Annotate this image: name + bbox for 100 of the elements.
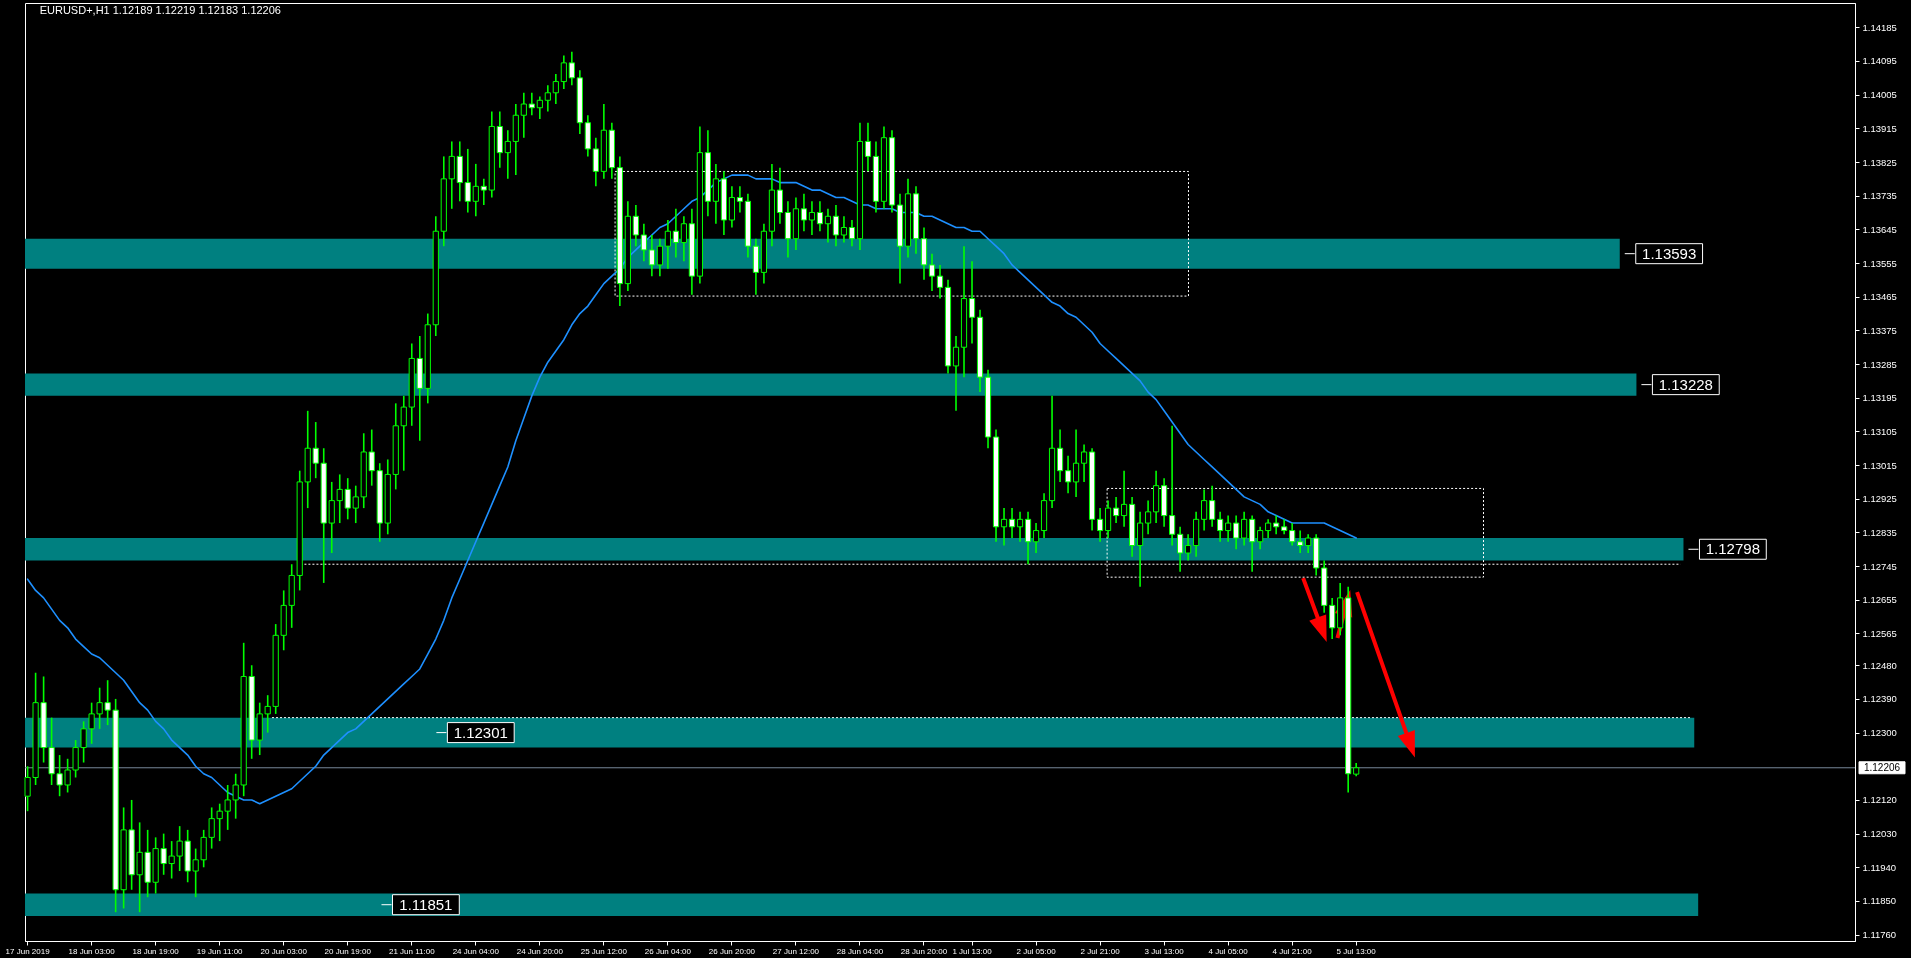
x-tick-label: 5 Jul 13:00 bbox=[1336, 946, 1377, 956]
candlestick bbox=[1000, 507, 1008, 547]
candlestick bbox=[1032, 522, 1040, 554]
y-tick-label: 1.13465 bbox=[1862, 291, 1897, 303]
candlestick bbox=[672, 207, 679, 259]
candlestick bbox=[648, 234, 655, 277]
candlestick bbox=[1096, 507, 1104, 543]
candlestick bbox=[712, 163, 719, 225]
x-tick-label: 2 Jul 05:00 bbox=[1016, 946, 1057, 956]
candlestick bbox=[448, 140, 455, 210]
candlestick bbox=[848, 219, 856, 247]
y-tick-label: 1.12565 bbox=[1862, 627, 1897, 639]
x-tick-label: 19 Jun 11:00 bbox=[196, 946, 244, 956]
candlestick bbox=[1297, 529, 1304, 554]
y-tick-label: 1.14005 bbox=[1862, 89, 1897, 101]
candlestick bbox=[640, 222, 647, 262]
candlestick bbox=[1305, 533, 1312, 554]
x-tick-label: 26 Jun 04:00 bbox=[644, 946, 692, 956]
candlestick bbox=[1217, 511, 1224, 543]
candlestick bbox=[536, 95, 543, 120]
candlestick bbox=[1080, 443, 1088, 483]
x-tick-label: 24 Jun 04:00 bbox=[452, 946, 500, 956]
ref-line-label: 1.12206 bbox=[1863, 761, 1901, 773]
y-tick-label: 1.13735 bbox=[1862, 190, 1897, 202]
y-tick-label: 1.13195 bbox=[1862, 392, 1897, 404]
candlestick bbox=[656, 237, 663, 277]
y-tick-label: 1.12030 bbox=[1862, 828, 1897, 840]
y-tick-label: 1.13915 bbox=[1862, 122, 1897, 134]
candlestick bbox=[1072, 428, 1080, 498]
candlestick bbox=[800, 193, 808, 233]
y-tick-label: 1.13105 bbox=[1862, 425, 1897, 437]
candlestick bbox=[1144, 499, 1152, 536]
x-tick-label: 17 Jun 2019 bbox=[5, 946, 51, 956]
line-series bbox=[26, 174, 1357, 805]
candlestick bbox=[816, 200, 824, 233]
y-tick-label: 1.11760 bbox=[1862, 929, 1897, 941]
candlestick bbox=[840, 215, 848, 244]
candlestick bbox=[1112, 496, 1120, 524]
candlestick bbox=[1209, 484, 1216, 528]
y-tick-label: 1.12925 bbox=[1862, 493, 1897, 505]
candlestick bbox=[544, 84, 551, 113]
y-tick-label: 1.13825 bbox=[1862, 156, 1897, 168]
band-label: 1.13593 bbox=[1642, 244, 1697, 262]
candlestick bbox=[504, 129, 511, 180]
band-label: 1.13228 bbox=[1658, 375, 1713, 393]
x-tick-label: 20 Jun 19:00 bbox=[324, 946, 372, 956]
band-label: 1.12798 bbox=[1705, 540, 1760, 558]
candlestick bbox=[1056, 428, 1064, 483]
x-tick-label: 26 Jun 20:00 bbox=[708, 946, 756, 956]
y-tick-label: 1.12745 bbox=[1862, 560, 1897, 572]
x-tick-label: 18 Jun 19:00 bbox=[132, 946, 180, 956]
band-label: 1.12301 bbox=[453, 723, 508, 741]
y-tick-label: 1.12480 bbox=[1862, 659, 1897, 671]
candlestick bbox=[1225, 514, 1232, 543]
candlestick bbox=[1169, 424, 1176, 547]
candlestick bbox=[680, 215, 687, 262]
y-tick-label: 1.12120 bbox=[1862, 794, 1897, 806]
y-tick-label: 1.11850 bbox=[1862, 895, 1897, 907]
band-label: 1.11851 bbox=[399, 895, 453, 913]
candlestick bbox=[632, 204, 639, 247]
candlestick bbox=[808, 200, 816, 236]
x-tick-label: 4 Jul 21:00 bbox=[1272, 946, 1313, 956]
y-tick-label: 1.13015 bbox=[1862, 459, 1897, 471]
candlestick bbox=[560, 54, 567, 90]
candlestick bbox=[928, 252, 936, 292]
x-tick-label: 20 Jun 03:00 bbox=[260, 946, 308, 956]
candlestick bbox=[1265, 518, 1272, 539]
candlestick bbox=[1241, 511, 1248, 547]
candlestick bbox=[1185, 533, 1192, 562]
y-tick-label: 1.12300 bbox=[1862, 727, 1897, 739]
x-tick-label: 4 Jul 05:00 bbox=[1208, 946, 1249, 956]
candlestick bbox=[1064, 454, 1072, 494]
candlestick bbox=[776, 166, 784, 225]
candlestick bbox=[1273, 514, 1280, 536]
candlestick bbox=[464, 148, 471, 214]
y-tick-label: 1.13375 bbox=[1862, 324, 1897, 336]
x-tick-label: 21 Jun 11:00 bbox=[388, 946, 436, 956]
candlestick bbox=[728, 185, 736, 229]
candlestick bbox=[568, 50, 575, 87]
y-tick-label: 1.13555 bbox=[1862, 257, 1897, 269]
candlestick bbox=[1120, 469, 1128, 528]
x-tick-label: 27 Jun 12:00 bbox=[772, 946, 820, 956]
candlestick bbox=[824, 207, 832, 244]
candlestick bbox=[1233, 514, 1240, 551]
y-tick-label: 1.12390 bbox=[1862, 693, 1897, 705]
candlestick bbox=[1016, 511, 1024, 543]
chart-title: EURUSD+,H1 1.12189 1.12219 1.12183 1.12206 bbox=[39, 3, 281, 16]
candlestick bbox=[1289, 522, 1296, 547]
y-tick-label: 1.11940 bbox=[1862, 861, 1897, 873]
candlestick bbox=[1008, 507, 1016, 539]
candlestick bbox=[592, 136, 599, 188]
y-tick-label: 1.12655 bbox=[1862, 594, 1897, 606]
candlestick bbox=[952, 335, 960, 412]
candlestick bbox=[480, 178, 487, 206]
candlestick bbox=[736, 185, 744, 214]
y-tick-label: 1.14095 bbox=[1862, 55, 1897, 67]
candlestick bbox=[1201, 488, 1208, 532]
x-tick-label: 18 Jun 03:00 bbox=[68, 946, 116, 956]
x-tick-label: 1 Jul 13:00 bbox=[952, 946, 993, 956]
x-tick-label: 28 Jun 20:00 bbox=[900, 946, 948, 956]
